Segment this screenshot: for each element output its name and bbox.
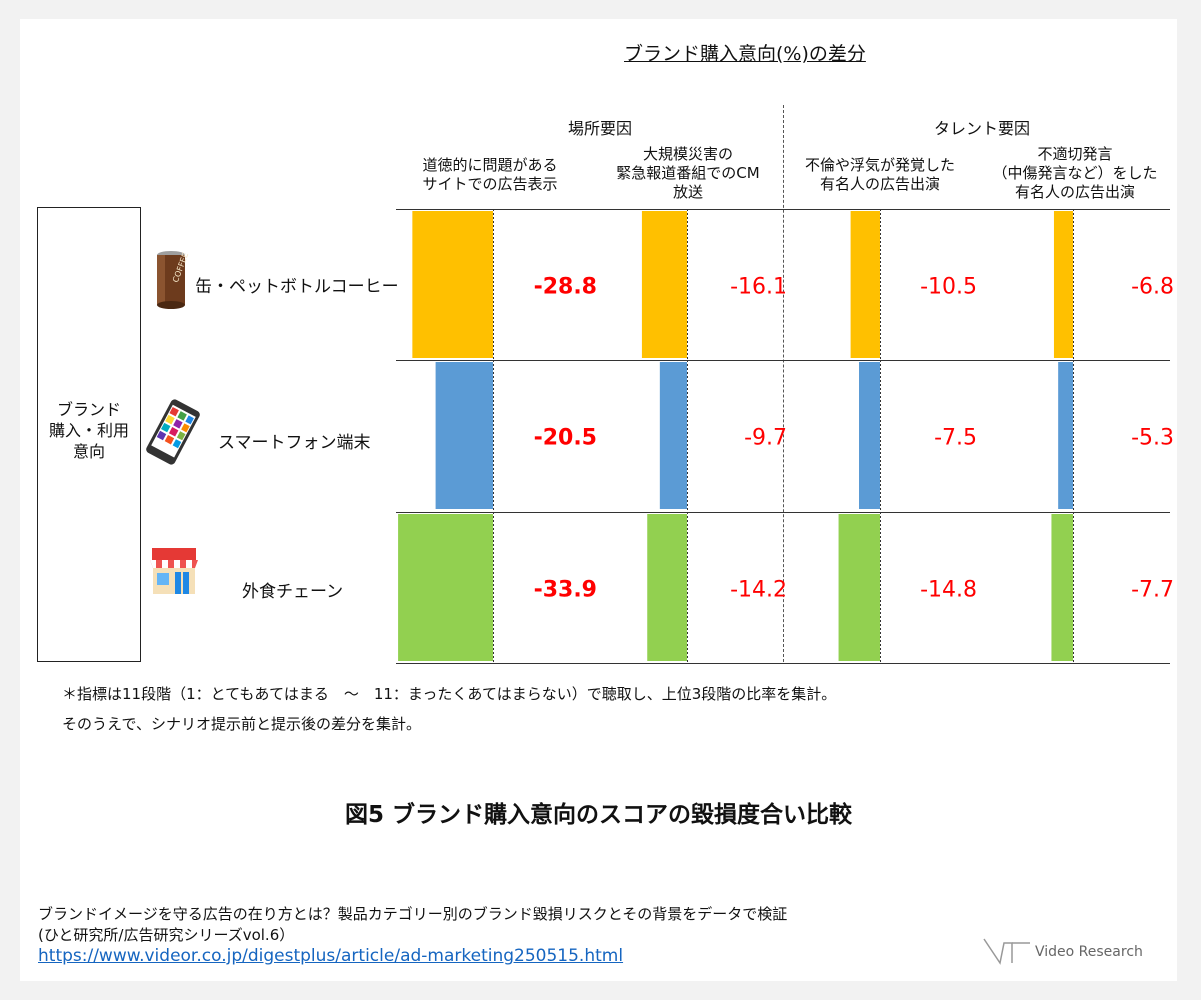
bar-grid: -28.8 -16.1 -10.5 -6.8 -20.5 -9.7 -7.5 -5.3 -33.…: [396, 209, 1174, 664]
chart-title: ブランド購入意向(%)の差分: [624, 43, 866, 65]
logo-text: Video Research: [1035, 944, 1143, 960]
source-link[interactable]: https://www.videor.co.jp/digestplus/arti…: [38, 946, 624, 966]
data-label: -5.3: [1131, 426, 1174, 451]
data-label: -14.2: [730, 578, 787, 603]
group-divider: [783, 105, 784, 662]
bar: [641, 211, 687, 358]
video-research-logo-icon: [983, 938, 1030, 965]
smartphone-icon: [146, 399, 200, 465]
row-label-coffee: 缶・ペットボトルコーヒー: [195, 277, 399, 297]
figure-title: 図5 ブランド購入意向のスコアの毀損度合い比較: [344, 802, 852, 828]
data-label: -10.5: [920, 275, 977, 300]
bar: [647, 514, 687, 661]
data-label: -33.9: [534, 578, 597, 603]
row-label-restaurant: 外食チェーン: [242, 582, 344, 602]
bar: [859, 362, 880, 509]
bar: [1058, 362, 1073, 509]
column-label-4: 不適切発言 （中傷発言など）をした 有名人の広告出演: [992, 145, 1158, 201]
source-series: (ひと研究所/広告研究シリーズvol.6）: [38, 926, 295, 944]
bar: [412, 211, 493, 358]
data-label: -20.5: [534, 426, 597, 451]
chart-panel: ブランド購入意向(%)の差分 場所要因 タレント要因 道徳的に問題がある サイト…: [20, 19, 1177, 981]
source-title: ブランドイメージを守る広告の在り方とは？製品カテゴリー別のブランド毀損リスクとそ…: [38, 905, 788, 923]
restaurant-icon: [150, 548, 198, 594]
note-line-2: そのうえで、シナリオ提示前と提示後の差分を集計。: [62, 715, 421, 733]
bar: [1053, 211, 1073, 358]
group-label-place: 場所要因: [567, 119, 632, 138]
bar: [850, 211, 880, 358]
bar: [435, 362, 493, 509]
row-axis-label: ブランド 購入・利用 意向: [48, 400, 129, 461]
row-axis-box: [37, 207, 141, 662]
bar: [398, 514, 493, 661]
column-label-1: 道徳的に問題がある サイトでの広告表示: [422, 156, 558, 193]
coffee-can-icon: COFFEE: [157, 251, 190, 309]
data-label: -7.7: [1131, 578, 1174, 603]
bar: [838, 514, 880, 661]
data-label: -6.8: [1131, 275, 1174, 300]
bar: [1051, 514, 1073, 661]
bar: [659, 362, 687, 509]
column-label-3: 不倫や浮気が発覚した 有名人の広告出演: [804, 156, 955, 193]
row-label-smartphone: スマートフォン端末: [218, 433, 371, 453]
note-line-1: ＊指標は11段階（1：とてもあてはまる ～ 11：まったくあてはまらない）で聴取…: [62, 685, 837, 703]
data-label: -9.7: [744, 426, 787, 451]
column-label-2: 大規模災害の 緊急報道番組でのCM 放送: [616, 145, 760, 201]
data-label: -16.1: [730, 275, 787, 300]
data-label: -14.8: [920, 578, 977, 603]
data-label: -7.5: [934, 426, 977, 451]
data-label: -28.8: [534, 275, 597, 300]
group-label-talent: タレント要因: [933, 119, 1030, 138]
